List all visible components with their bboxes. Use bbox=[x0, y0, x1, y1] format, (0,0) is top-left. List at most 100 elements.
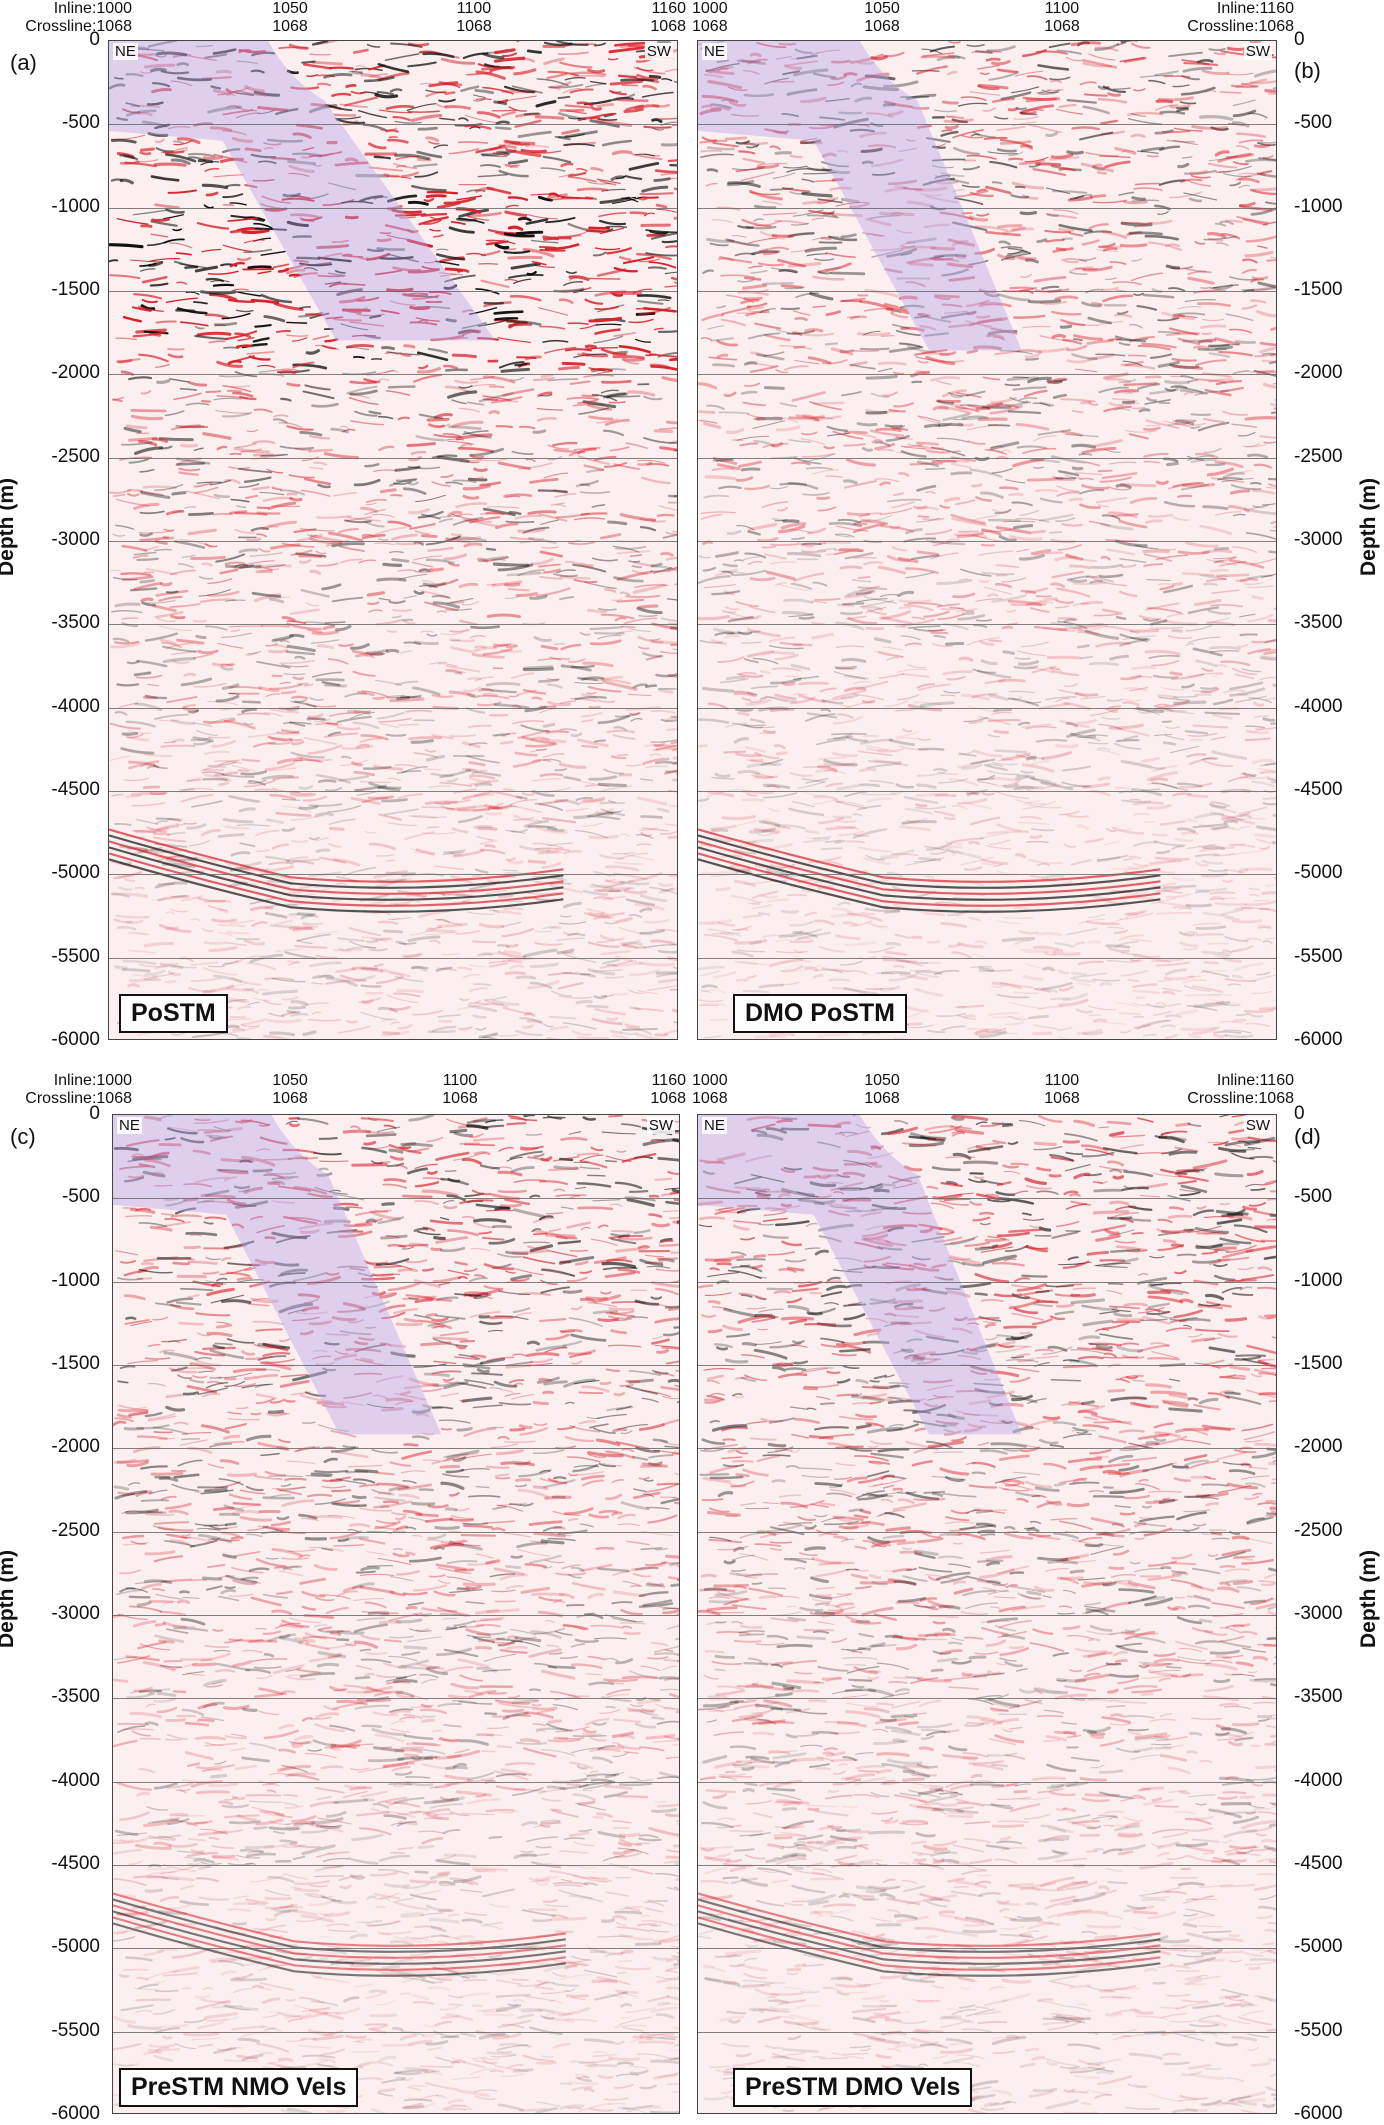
depth-tick-label: -6000 bbox=[51, 1029, 100, 1050]
depth-tick-label: -2500 bbox=[51, 445, 100, 467]
depth-gridline bbox=[109, 707, 677, 709]
top-annotation-third: 1100 1068 bbox=[442, 1072, 478, 1107]
depth-gridline bbox=[109, 541, 677, 542]
seismic-section bbox=[698, 41, 1276, 1039]
top-annotation-second: 1050 1068 bbox=[272, 1072, 308, 1107]
deep-reflector bbox=[698, 828, 1161, 913]
top-annotation-third: 1100 1068 bbox=[1044, 1072, 1080, 1107]
highlight-overlay bbox=[109, 41, 496, 341]
depth-gridline bbox=[698, 1865, 1276, 1866]
depth-tick-label: -1000 bbox=[1294, 195, 1343, 217]
depth-gridline bbox=[698, 124, 1276, 126]
depth-axis-title: Depth (m) bbox=[1357, 1550, 1380, 1648]
seismic-reflections bbox=[109, 41, 677, 1039]
depth-gridline bbox=[698, 1198, 1276, 1200]
depth-gridline bbox=[698, 207, 1276, 209]
top-annotation-second: 1050 1068 bbox=[864, 1072, 900, 1107]
depth-gridline bbox=[698, 874, 1276, 876]
depth-gridline bbox=[113, 1448, 679, 1450]
depth-tick-label: -4500 bbox=[1294, 1853, 1343, 1874]
depth-tick-label: -5500 bbox=[1294, 945, 1343, 967]
depth-tick-label: -4000 bbox=[1294, 1769, 1343, 1791]
seismic-section-plot: NE SW PreSTM DMO Vels bbox=[697, 1114, 1277, 2114]
depth-tick-label: -5000 bbox=[51, 1936, 100, 1958]
direction-ne: NE bbox=[117, 1117, 142, 1134]
panel-letter: (b) bbox=[1294, 58, 1321, 83]
depth-gridline bbox=[113, 1865, 679, 1866]
depth-tick-label: -2500 bbox=[1294, 445, 1343, 467]
depth-tick-label: 0 bbox=[1294, 1103, 1305, 1124]
top-annotation-first: Inline:1000 Crossline:1068 bbox=[25, 1072, 132, 1107]
depth-gridline bbox=[698, 291, 1276, 292]
depth-tick-label: -5000 bbox=[1294, 862, 1343, 884]
depth-gridline bbox=[698, 1948, 1276, 1950]
panel-letter: (c) bbox=[10, 1124, 36, 1149]
depth-tick-label: -4500 bbox=[51, 1853, 100, 1874]
depth-tick-label: -2000 bbox=[1294, 362, 1343, 384]
top-annotation-fourth: 1160 1068 bbox=[650, 0, 686, 35]
depth-gridline bbox=[698, 707, 1276, 709]
seismic-section-plot: NE SW DMO PoSTM bbox=[697, 40, 1277, 1040]
depth-tick-label: -2500 bbox=[51, 1519, 100, 1541]
depth-gridline bbox=[698, 1781, 1276, 1783]
depth-tick-label: -1500 bbox=[51, 1353, 100, 1374]
depth-gridline bbox=[698, 457, 1276, 459]
top-annotation-second: 1050 1068 bbox=[272, 0, 308, 35]
depth-gridline bbox=[113, 1615, 679, 1616]
depth-tick-label: -1000 bbox=[51, 1269, 100, 1291]
depth-tick-label: -4000 bbox=[51, 1769, 100, 1791]
depth-tick-label: -1500 bbox=[51, 279, 100, 300]
depth-tick-label: -1500 bbox=[1294, 1353, 1343, 1374]
top-annotation-fourth: Inline:1160 Crossline:1068 bbox=[1187, 0, 1294, 35]
depth-tick-label: -4000 bbox=[51, 695, 100, 717]
depth-gridline bbox=[113, 2031, 679, 2033]
depth-tick-label: -2000 bbox=[51, 1436, 100, 1458]
direction-ne: NE bbox=[702, 43, 727, 60]
top-annotation-first: Inline:1000 Crossline:1068 bbox=[25, 0, 132, 35]
depth-gridline bbox=[698, 1698, 1276, 1700]
method-label: PreSTM DMO Vels bbox=[733, 2067, 973, 2107]
deep-reflector bbox=[698, 1892, 1161, 1977]
depth-tick-label: -3000 bbox=[1294, 529, 1343, 550]
depth-tick-label: 0 bbox=[89, 29, 100, 50]
depth-gridline bbox=[113, 1698, 679, 1700]
panel-d: 1000 1068 1050 1068 1100 1068 Inline:116… bbox=[692, 1062, 1384, 2124]
depth-tick-label: -5000 bbox=[1294, 1936, 1343, 1958]
top-annotation-third: 1100 1068 bbox=[1044, 0, 1080, 35]
method-label: PoSTM bbox=[119, 993, 228, 1033]
seismic-reflections bbox=[698, 41, 1276, 1039]
depth-tick-label: -4500 bbox=[51, 779, 100, 800]
depth-tick-label: -4000 bbox=[1294, 695, 1343, 717]
depth-gridline bbox=[109, 874, 677, 876]
depth-tick-label: -3500 bbox=[1294, 1686, 1343, 1708]
depth-tick-label: -1000 bbox=[1294, 1269, 1343, 1291]
seismic-section bbox=[698, 1115, 1276, 2113]
panel-a: Inline:1000 Crossline:1068 1050 1068 110… bbox=[0, 0, 692, 1060]
deep-reflector bbox=[109, 828, 564, 913]
depth-tick-label: -500 bbox=[1294, 112, 1333, 134]
depth-gridline bbox=[698, 1615, 1276, 1616]
direction-sw: SW bbox=[1243, 1117, 1272, 1134]
depth-tick-label: -3000 bbox=[51, 529, 100, 550]
depth-gridline bbox=[113, 1365, 679, 1366]
depth-tick-label: -3500 bbox=[51, 612, 100, 634]
seismic-section bbox=[109, 41, 677, 1039]
highlight-overlay bbox=[113, 1115, 442, 1435]
depth-gridline bbox=[109, 624, 677, 626]
depth-gridline bbox=[698, 791, 1276, 792]
seismic-section-plot: NE SW PreSTM NMO Vels bbox=[112, 1114, 680, 2114]
depth-gridline bbox=[109, 791, 677, 792]
highlight-overlay bbox=[698, 1115, 1022, 1435]
depth-tick-label: -500 bbox=[1294, 1186, 1333, 1208]
depth-tick-label: -5500 bbox=[1294, 2019, 1343, 2041]
depth-gridline bbox=[109, 374, 677, 376]
depth-tick-label: -6000 bbox=[51, 2103, 100, 2124]
depth-tick-label: -3000 bbox=[1294, 1603, 1343, 1624]
depth-gridline bbox=[109, 124, 677, 126]
depth-gridline bbox=[698, 1448, 1276, 1450]
depth-gridline bbox=[109, 457, 677, 459]
seismic-section bbox=[113, 1115, 679, 2113]
depth-gridline bbox=[113, 1531, 679, 1533]
depth-gridline bbox=[698, 624, 1276, 626]
panel-b: 1000 1068 1050 1068 1100 1068 Inline:116… bbox=[692, 0, 1384, 1060]
